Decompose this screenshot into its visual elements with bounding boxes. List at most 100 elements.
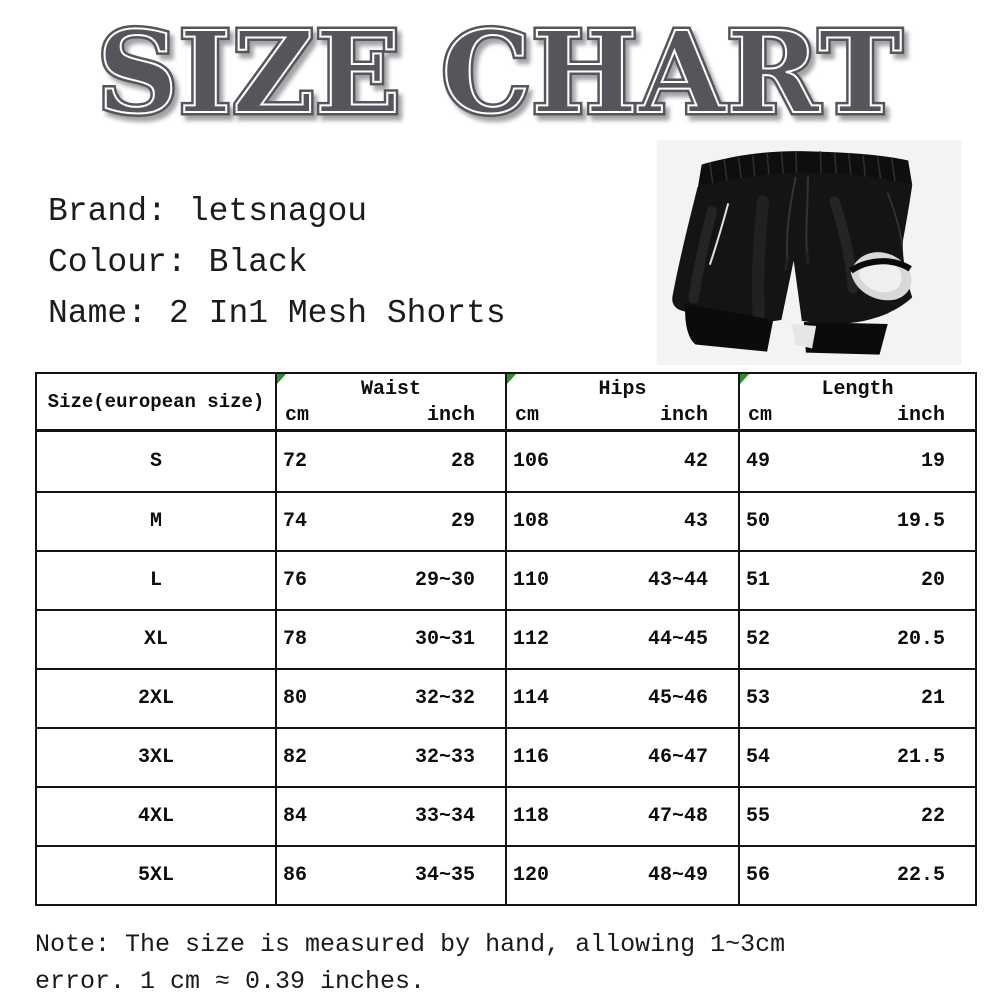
hips-cell: 114 45~46: [505, 670, 738, 727]
scan-artifact: [44, 861, 64, 866]
table-row: L 76 29~30 110 43~44 51 20: [37, 550, 975, 609]
table-row: XL 78 30~31 112 44~45 52 20.5: [37, 609, 975, 668]
colour-value: Black: [208, 244, 308, 281]
hips-cell: 110 43~44: [505, 552, 738, 609]
waist-cell: 74 29: [275, 493, 505, 550]
waist-header-label: Waist: [360, 378, 421, 401]
hips-cell: 120 48~49: [505, 847, 738, 904]
waist-inch-value: 32~33: [414, 746, 475, 769]
note-line-1: Note: The size is measured by hand, allo…: [35, 930, 786, 959]
hips-inch-value: 44~45: [647, 628, 708, 651]
waist-cell: 84 33~34: [275, 788, 505, 845]
hips-header-label: Hips: [598, 378, 647, 401]
hips-cm-value: 106: [513, 450, 550, 473]
shorts-body: [672, 172, 913, 324]
name-value: 2 In1 Mesh Shorts: [169, 295, 506, 332]
excel-flag-icon: [507, 374, 516, 384]
length-inch-value: 21.5: [896, 746, 945, 769]
page-title-outline: SIZE CHART: [94, 5, 906, 143]
length-inch-value: 19: [920, 450, 945, 473]
waistband: [697, 151, 913, 190]
page-title-text: SIZE CHART: [96, 7, 903, 140]
length-cm-header: cm: [748, 404, 773, 427]
waist-cm-value: 80: [283, 687, 308, 710]
size-cell: L: [149, 569, 162, 592]
size-cell: M: [149, 510, 162, 533]
waist-cell: 72 28: [275, 432, 505, 491]
size-cell: XL: [143, 628, 168, 651]
hips-inch-header: inch: [659, 404, 708, 427]
brand-value: letsnagou: [188, 193, 368, 230]
length-column-header: Length cm inch: [738, 374, 975, 430]
hips-cm-header: cm: [515, 404, 540, 427]
hips-inch-value: 43~44: [647, 569, 708, 592]
length-cm-value: 49: [746, 450, 771, 473]
hips-cm-value: 110: [513, 569, 550, 592]
excel-flag-icon: [740, 374, 749, 384]
side-stripe: [708, 203, 730, 266]
length-inch-header: inch: [896, 404, 945, 427]
size-table-header: Size(european size) Waist cm inch Hips c…: [37, 374, 975, 432]
size-cell: 5XL: [137, 864, 174, 887]
length-cell: 54 21.5: [738, 729, 975, 786]
brand-label: Brand:: [48, 193, 167, 230]
excel-flag-icon: [277, 374, 286, 384]
name-line: Name: 2 In1 Mesh Shorts: [48, 288, 506, 339]
length-cm-value: 54: [746, 746, 771, 769]
length-cell: 53 21: [738, 670, 975, 727]
note-line-2: error. 1 cm ≈ 0.39 inches.: [35, 967, 426, 996]
table-row: 5XL 86 34~35 120 48~49 56 22.5: [37, 845, 975, 904]
product-info: Brand: letsnagou Colour: Black Name: 2 In1 …: [48, 186, 506, 339]
size-cell: 3XL: [137, 746, 174, 769]
shorts-photo-illustration: [656, 140, 962, 365]
inner-layer-legs: [685, 303, 888, 355]
length-cm-value: 55: [746, 805, 771, 828]
colour-line: Colour: Black: [48, 237, 506, 288]
hips-cell: 106 42: [505, 432, 738, 491]
product-photo: [648, 140, 970, 370]
length-cell: 55 22: [738, 788, 975, 845]
drawstrings: [783, 176, 810, 271]
hips-cell: 118 47~48: [505, 788, 738, 845]
waist-inch-header: inch: [426, 404, 475, 427]
waist-cm-value: 78: [283, 628, 308, 651]
hips-cm-value: 120: [513, 864, 550, 887]
size-column-header: Size(european size): [47, 391, 265, 413]
length-inch-value: 19.5: [896, 510, 945, 533]
length-cell: 49 19: [738, 432, 975, 491]
hips-inch-value: 47~48: [647, 805, 708, 828]
waist-cm-value: 84: [283, 805, 308, 828]
length-cm-value: 56: [746, 864, 771, 887]
brand-line: Brand: letsnagou: [48, 186, 506, 237]
hips-inch-value: 45~46: [647, 687, 708, 710]
waist-cell: 86 34~35: [275, 847, 505, 904]
length-inch-value: 21: [920, 687, 945, 710]
waist-cm-header: cm: [285, 404, 310, 427]
waist-cm-value: 76: [283, 569, 308, 592]
length-inch-value: 22: [920, 805, 945, 828]
hips-cell: 108 43: [505, 493, 738, 550]
length-cell: 50 19.5: [738, 493, 975, 550]
table-row: S 72 28 106 42 49 19: [37, 432, 975, 491]
waist-cell: 76 29~30: [275, 552, 505, 609]
length-header-label: Length: [821, 378, 894, 401]
waist-inch-value: 33~34: [414, 805, 475, 828]
length-cm-value: 51: [746, 569, 771, 592]
length-cell: 56 22.5: [738, 847, 975, 904]
waist-inch-value: 29: [450, 510, 475, 533]
length-cm-value: 52: [746, 628, 771, 651]
hips-column-header: Hips cm inch: [505, 374, 738, 430]
hips-inch-value: 46~47: [647, 746, 708, 769]
length-inch-value: 20: [920, 569, 945, 592]
waist-column-header: Waist cm inch: [275, 374, 505, 430]
waist-cell: 80 32~32: [275, 670, 505, 727]
waist-cm-value: 82: [283, 746, 308, 769]
hips-cm-value: 112: [513, 628, 550, 651]
size-cell: S: [149, 450, 162, 473]
waist-cm-value: 86: [283, 864, 308, 887]
size-table: Size(european size) Waist cm inch Hips c…: [35, 372, 977, 906]
waist-inch-value: 34~35: [414, 864, 475, 887]
waist-cell: 78 30~31: [275, 611, 505, 668]
colour-label: Colour:: [48, 244, 187, 281]
waist-inch-value: 29~30: [414, 569, 475, 592]
